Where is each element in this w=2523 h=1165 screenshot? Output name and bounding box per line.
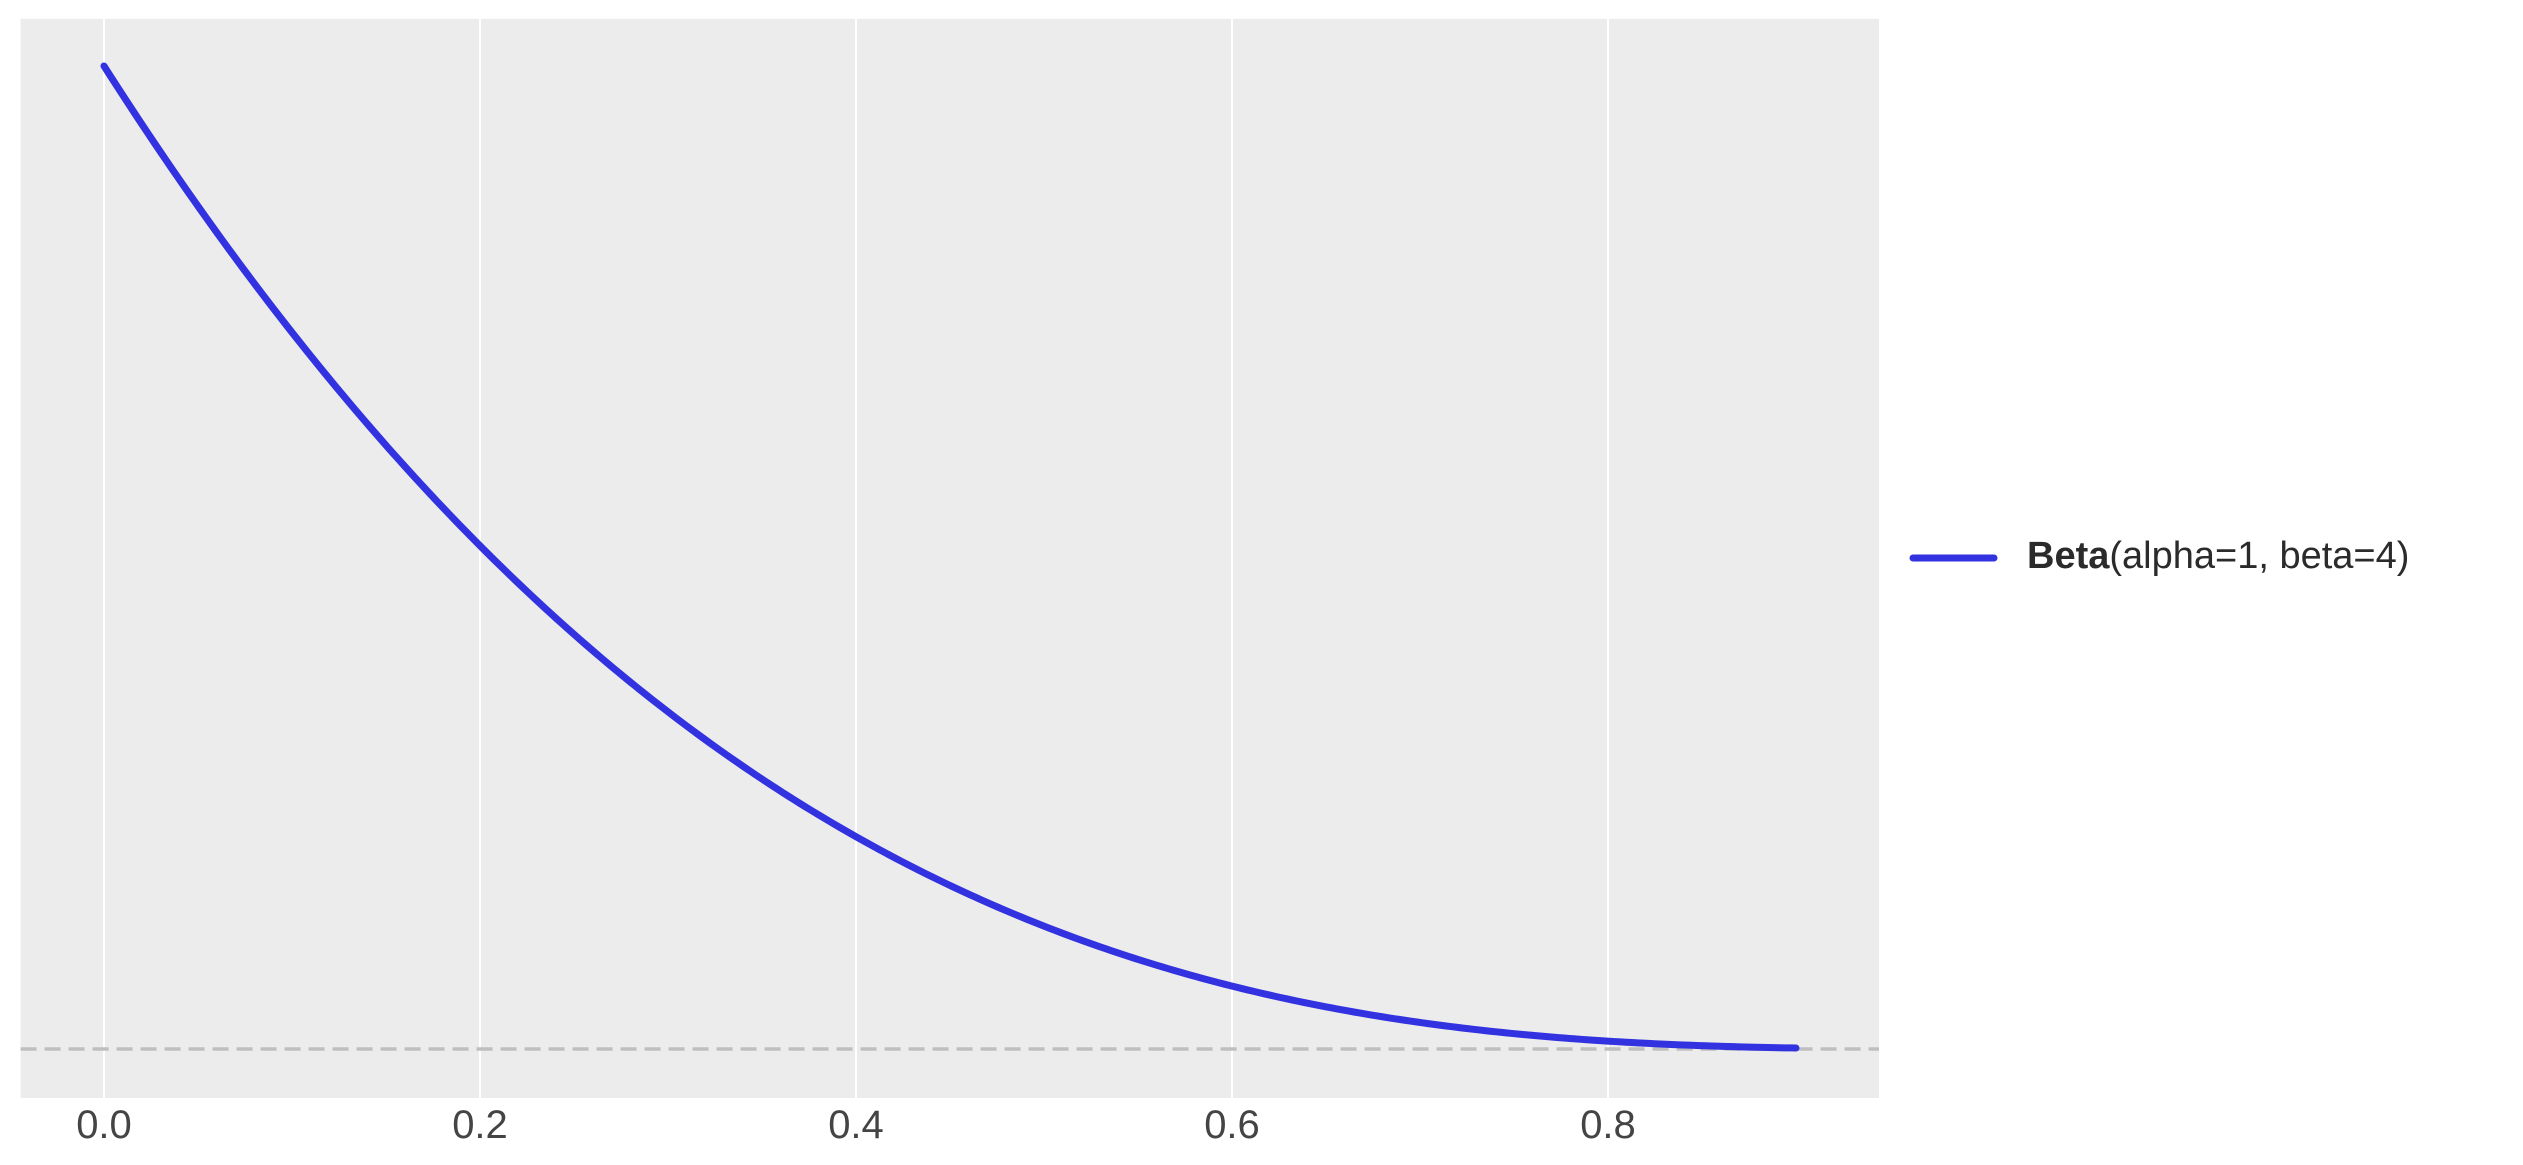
svg-text:0.8: 0.8 [1580,1103,1636,1147]
svg-text:0.0: 0.0 [76,1103,132,1147]
svg-text:0.2: 0.2 [452,1103,508,1147]
svg-text:0.6: 0.6 [1204,1103,1260,1147]
svg-text:Beta(alpha=1, beta=4): Beta(alpha=1, beta=4) [2027,535,2409,577]
svg-text:0.4: 0.4 [828,1103,884,1147]
